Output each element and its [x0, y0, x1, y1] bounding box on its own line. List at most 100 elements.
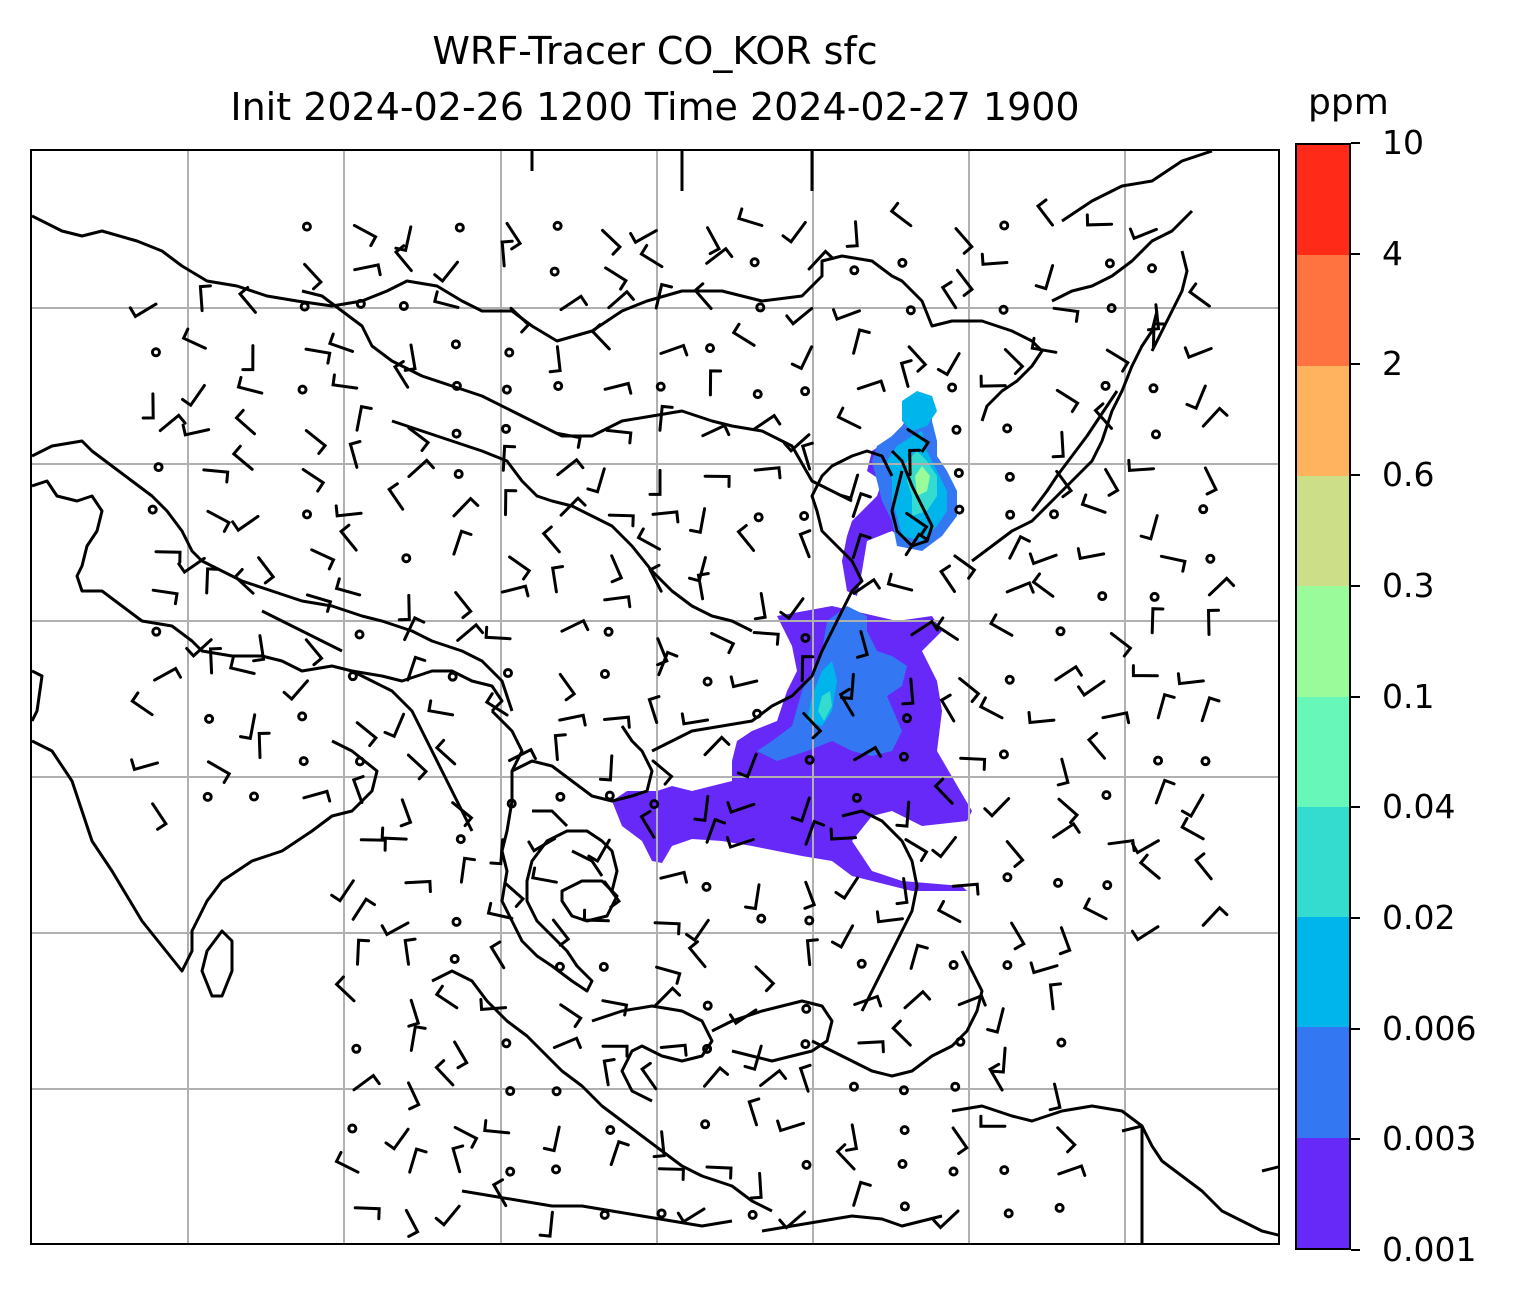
wind-barb — [330, 879, 355, 903]
wind-barb — [651, 759, 674, 786]
calm-wind-marker — [702, 1043, 713, 1054]
wind-barb — [453, 1040, 469, 1070]
colorbar-tick-label: 2 — [1382, 344, 1403, 384]
wind-barb — [231, 514, 260, 533]
wind-barb — [550, 565, 565, 594]
wind-barb — [629, 229, 658, 245]
calm-wind-marker — [451, 428, 462, 439]
wind-barb — [705, 1165, 733, 1180]
wind-barb — [1159, 554, 1187, 573]
wind-barb — [856, 379, 886, 393]
calm-wind-marker — [800, 386, 811, 397]
colorbar-segment — [1297, 1137, 1349, 1248]
wind-barb — [334, 504, 363, 518]
colorbar — [1295, 143, 1351, 1250]
wind-barb — [639, 809, 656, 839]
wind-barb — [456, 622, 484, 642]
coastline — [32, 439, 514, 712]
calm-wind-marker — [848, 1081, 859, 1092]
colorbar-tick — [1351, 1027, 1360, 1030]
wind-barb — [1206, 608, 1220, 636]
colorbar-tick-label: 4 — [1382, 233, 1403, 273]
wind-barb — [231, 444, 254, 471]
calm-wind-marker — [950, 1081, 961, 1092]
wind-barb — [705, 817, 727, 844]
wind-barb — [233, 568, 255, 595]
calm-wind-marker — [905, 305, 916, 316]
wind-barb — [206, 509, 232, 533]
wind-barb — [701, 423, 731, 438]
wind-barb — [387, 482, 405, 511]
calm-wind-marker — [204, 713, 215, 724]
calm-wind-marker — [755, 302, 766, 313]
calm-wind-marker — [354, 629, 365, 640]
wind-barb — [736, 752, 758, 779]
calm-wind-marker — [447, 671, 458, 682]
wind-barb — [776, 1119, 805, 1133]
wind-barb — [1055, 469, 1074, 499]
wind-barb — [845, 1123, 859, 1152]
wind-barb — [1051, 430, 1065, 459]
wind-barb — [1150, 607, 1165, 635]
wind-barb — [434, 984, 459, 1010]
wind-barb — [603, 381, 633, 395]
coastline — [651, 449, 894, 753]
wind-barb — [753, 466, 782, 480]
wind-barb — [236, 375, 264, 395]
wind-barb — [839, 473, 860, 501]
wind-barb — [1101, 711, 1131, 725]
wind-barb — [899, 359, 913, 388]
wind-barb — [1131, 839, 1160, 855]
wind-barb — [931, 836, 957, 859]
colorbar-segment — [1297, 696, 1349, 807]
calm-wind-marker — [599, 1209, 610, 1220]
calm-wind-marker — [1002, 872, 1013, 883]
wind-barb — [659, 1043, 688, 1057]
wind-barb — [582, 908, 610, 923]
wind-barb — [282, 679, 309, 702]
wind-barbs — [128, 198, 1236, 1238]
wind-barb — [348, 440, 362, 469]
coastline — [530, 151, 814, 191]
colorbar-tick — [1351, 474, 1360, 477]
wind-barb — [1207, 576, 1236, 597]
calm-wind-marker — [954, 504, 965, 515]
wind-barb — [559, 294, 588, 312]
calm-wind-marker — [302, 509, 313, 520]
calm-wind-marker — [955, 1036, 966, 1047]
calm-wind-marker — [347, 671, 358, 682]
wind-barb — [531, 866, 558, 884]
calm-wind-marker — [347, 1123, 358, 1134]
wind-barb — [351, 897, 376, 921]
wind-barb — [181, 384, 206, 408]
calm-wind-marker — [804, 915, 815, 926]
coastline — [1051, 209, 1194, 303]
map-subtitle: Init 2024-02-26 1200 Time 2024-02-27 190… — [230, 85, 1080, 129]
wind-barb — [334, 577, 362, 597]
wind-barb — [1105, 348, 1130, 373]
calm-wind-marker — [501, 384, 512, 395]
wind-barb — [509, 306, 531, 334]
wind-barb — [304, 347, 332, 365]
wind-barb — [790, 345, 814, 371]
calm-wind-marker — [1104, 258, 1115, 269]
wind-barb — [853, 745, 882, 762]
calm-wind-marker — [801, 1003, 812, 1014]
calm-wind-marker — [998, 749, 1009, 760]
wind-barb — [555, 431, 582, 449]
wind-barb — [406, 655, 427, 682]
coastline — [1030, 390, 1119, 512]
calm-wind-marker — [455, 834, 466, 845]
wind-barb — [407, 1081, 421, 1111]
calm-wind-marker — [500, 423, 511, 434]
calm-wind-marker — [999, 1165, 1010, 1176]
wind-barb — [980, 252, 1009, 266]
wind-barb — [403, 615, 426, 642]
wind-barb — [652, 1130, 666, 1159]
colorbar-tick — [1351, 584, 1360, 587]
wind-barb — [301, 468, 326, 493]
calm-wind-marker — [1198, 504, 1209, 515]
coastline — [591, 1004, 714, 1103]
wind-barb — [542, 1125, 561, 1153]
wind-barb — [508, 747, 537, 762]
